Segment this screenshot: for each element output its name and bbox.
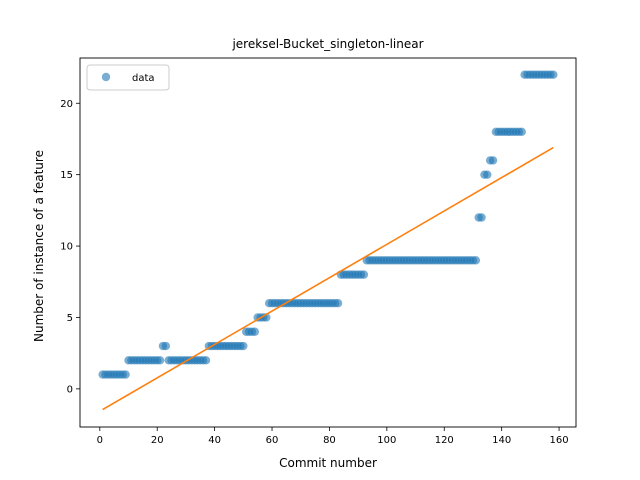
legend-label: data bbox=[132, 73, 155, 84]
plot-frame bbox=[79, 57, 577, 428]
data-point bbox=[239, 341, 248, 351]
data-point bbox=[549, 70, 558, 79]
legend-marker bbox=[101, 72, 111, 82]
y-tick-label: 20 bbox=[60, 99, 73, 110]
data-point bbox=[250, 327, 260, 336]
data-point bbox=[517, 127, 526, 137]
y-tick-label: 10 bbox=[60, 242, 73, 253]
legend-box bbox=[86, 64, 170, 91]
data-point bbox=[201, 356, 211, 365]
axes: 0 20 40 60 80 100 120 140 160 0 5 10 15 20 bbox=[60, 57, 577, 446]
x-tick-label: 40 bbox=[208, 435, 221, 446]
x-tick-label: 60 bbox=[266, 435, 279, 446]
x-tick-label: 120 bbox=[435, 435, 454, 446]
y-tick-label: 0 bbox=[67, 384, 73, 395]
data-point bbox=[471, 256, 481, 265]
x-tick-label: 0 bbox=[97, 435, 103, 446]
x-tick-label: 100 bbox=[377, 435, 396, 446]
x-tick-label: 140 bbox=[492, 435, 511, 446]
data-point bbox=[359, 270, 369, 279]
data-point bbox=[333, 298, 343, 308]
y-tick-label: 5 bbox=[67, 313, 73, 324]
fit-line bbox=[102, 146, 554, 411]
data-point bbox=[155, 356, 165, 365]
data-point bbox=[161, 341, 171, 351]
x-tick-label: 160 bbox=[550, 435, 569, 446]
legend: data bbox=[86, 64, 170, 91]
data-point bbox=[483, 170, 492, 179]
data-point bbox=[121, 370, 130, 379]
x-axis-label: Commit number bbox=[279, 456, 377, 470]
data-point bbox=[488, 156, 498, 165]
data-point bbox=[477, 213, 486, 222]
x-tick-label: 20 bbox=[151, 435, 164, 446]
x-tick-label: 80 bbox=[323, 435, 336, 446]
y-axis-label: Number of instance of a feature bbox=[32, 150, 46, 342]
plot-area bbox=[98, 70, 558, 411]
y-tick-label: 15 bbox=[60, 170, 73, 181]
chart-title: jereksel-Bucket_singleton-linear bbox=[231, 37, 423, 51]
